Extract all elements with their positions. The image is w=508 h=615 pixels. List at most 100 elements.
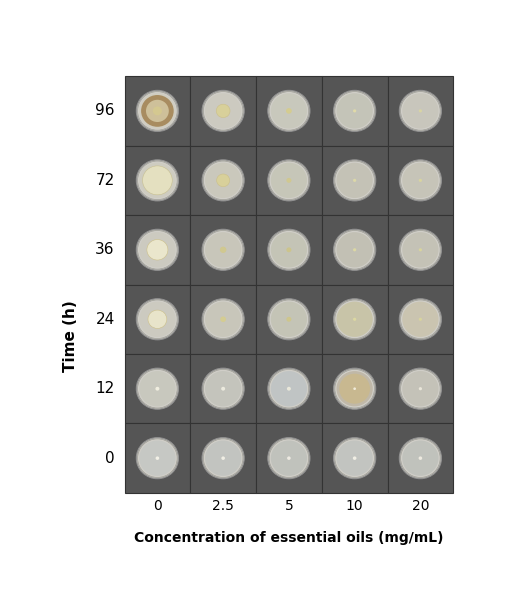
Ellipse shape [334, 438, 376, 478]
Bar [124, 424, 190, 493]
Ellipse shape [402, 440, 438, 476]
Bar [124, 354, 190, 424]
Ellipse shape [353, 456, 357, 460]
Text: 36: 36 [95, 242, 115, 257]
Ellipse shape [399, 438, 441, 478]
Ellipse shape [402, 371, 438, 407]
Ellipse shape [336, 440, 373, 476]
Ellipse shape [136, 368, 178, 409]
Ellipse shape [353, 179, 356, 182]
Bar [190, 76, 256, 146]
Bar [322, 146, 388, 215]
Ellipse shape [205, 301, 241, 337]
Ellipse shape [138, 439, 177, 477]
Ellipse shape [286, 108, 292, 114]
Bar [322, 215, 388, 285]
Ellipse shape [399, 90, 441, 132]
Bar [124, 146, 190, 215]
Ellipse shape [335, 92, 374, 130]
Text: Concentration of essential oils (mg/mL): Concentration of essential oils (mg/mL) [134, 531, 443, 545]
Bar [190, 285, 256, 354]
Ellipse shape [353, 109, 356, 113]
Bar [388, 285, 453, 354]
Ellipse shape [401, 370, 440, 408]
Ellipse shape [419, 318, 422, 321]
Ellipse shape [139, 93, 175, 129]
Bar [388, 424, 453, 493]
Ellipse shape [335, 300, 374, 338]
Ellipse shape [136, 229, 178, 271]
Ellipse shape [203, 300, 243, 338]
Ellipse shape [336, 232, 373, 268]
Ellipse shape [287, 456, 291, 460]
Ellipse shape [334, 90, 376, 132]
Ellipse shape [136, 90, 178, 132]
Ellipse shape [269, 300, 309, 338]
Bar [190, 215, 256, 285]
Ellipse shape [138, 300, 177, 338]
Ellipse shape [287, 247, 292, 252]
Ellipse shape [205, 163, 241, 198]
Ellipse shape [401, 300, 440, 338]
Ellipse shape [148, 310, 167, 328]
Ellipse shape [402, 232, 438, 268]
Ellipse shape [136, 299, 178, 339]
Bar [256, 76, 322, 146]
Ellipse shape [155, 387, 160, 391]
Ellipse shape [336, 301, 373, 337]
Ellipse shape [153, 106, 162, 116]
Ellipse shape [202, 368, 244, 409]
Ellipse shape [205, 93, 241, 129]
Bar [388, 146, 453, 215]
Text: 2.5: 2.5 [212, 499, 234, 512]
Ellipse shape [202, 438, 244, 478]
Ellipse shape [419, 387, 422, 391]
Ellipse shape [202, 90, 244, 132]
Bar [388, 354, 453, 424]
Ellipse shape [203, 231, 243, 269]
Ellipse shape [216, 174, 230, 187]
Ellipse shape [216, 104, 230, 117]
Ellipse shape [399, 299, 441, 339]
Bar [124, 215, 190, 285]
Ellipse shape [268, 299, 310, 339]
Ellipse shape [271, 440, 307, 476]
Text: 0: 0 [153, 499, 162, 512]
Bar [256, 354, 322, 424]
Ellipse shape [146, 100, 169, 122]
Ellipse shape [419, 456, 422, 460]
Bar [388, 76, 453, 146]
Ellipse shape [287, 317, 292, 322]
Text: 24: 24 [96, 312, 115, 327]
Ellipse shape [268, 368, 310, 409]
Ellipse shape [220, 317, 226, 322]
Ellipse shape [139, 301, 175, 337]
Ellipse shape [221, 456, 225, 460]
Ellipse shape [399, 229, 441, 271]
Ellipse shape [268, 229, 310, 271]
Ellipse shape [136, 160, 178, 201]
Ellipse shape [203, 439, 243, 477]
Ellipse shape [401, 439, 440, 477]
Ellipse shape [139, 163, 175, 198]
Ellipse shape [138, 231, 177, 269]
Bar [322, 285, 388, 354]
Ellipse shape [202, 299, 244, 339]
Ellipse shape [401, 231, 440, 269]
Bar [322, 354, 388, 424]
Bar [256, 215, 322, 285]
Ellipse shape [336, 93, 373, 129]
Ellipse shape [139, 232, 175, 268]
Text: 10: 10 [346, 499, 363, 512]
Bar [256, 146, 322, 215]
Ellipse shape [402, 301, 438, 337]
Bar [322, 424, 388, 493]
Text: 96: 96 [95, 103, 115, 119]
Ellipse shape [269, 231, 309, 269]
Ellipse shape [335, 231, 374, 269]
Text: 5: 5 [284, 499, 293, 512]
Text: Time (h): Time (h) [63, 301, 78, 373]
Ellipse shape [155, 456, 159, 460]
Ellipse shape [271, 232, 307, 268]
Ellipse shape [419, 248, 422, 252]
